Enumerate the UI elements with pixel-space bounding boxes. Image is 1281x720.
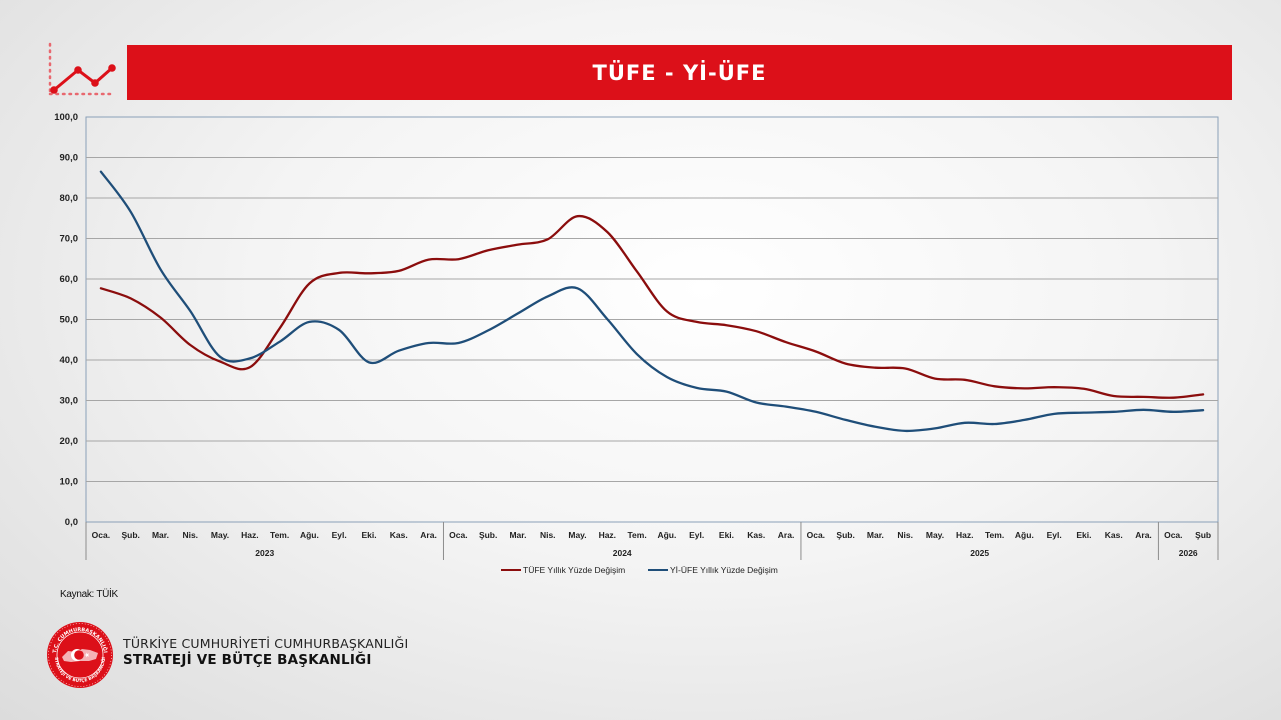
org-name-line2: STRATEJİ VE BÜTÇE BAŞKANLIĞI	[123, 652, 372, 668]
tufe-series-line	[99, 215, 1205, 399]
x-tick-label: Tem.	[985, 530, 1004, 540]
x-tick-label: Mar.	[509, 530, 526, 540]
x-tick-label: Mar.	[867, 530, 884, 540]
page-title: TÜFE - Yİ-ÜFE	[127, 45, 1232, 100]
presidency-seal-icon: T.C. CUMHURBAŞKANLIĞI STRATEJİ VE BÜTÇE …	[47, 622, 113, 688]
x-tick-label: Oca.	[807, 530, 825, 540]
x-tick-label: Ağu.	[1015, 530, 1034, 540]
source-note: Kaynak: TÜİK	[60, 589, 118, 600]
y-tick-label: 0,0	[65, 517, 78, 528]
x-tick-label: Ağu.	[657, 530, 676, 540]
y-tick-label: 30,0	[60, 396, 79, 407]
year-label: 2023	[255, 548, 274, 558]
yiufe-series-line	[99, 170, 1205, 433]
x-tick-label: Haz.	[956, 530, 973, 540]
x-tick-label: Ağu.	[300, 530, 319, 540]
y-tick-label: 40,0	[60, 355, 79, 366]
x-tick-label: Ara.	[778, 530, 795, 540]
x-tick-label: Mar.	[152, 530, 169, 540]
org-name-line1: TÜRKİYE CUMHURİYETİ CUMHURBAŞKANLIĞI	[123, 636, 409, 651]
x-tick-label: Kas.	[747, 530, 765, 540]
x-tick-label: Eyl.	[332, 530, 347, 540]
x-tick-label: Kas.	[390, 530, 408, 540]
x-tick-label: Nis.	[182, 530, 198, 540]
x-tick-label: Oca.	[92, 530, 110, 540]
legend-label: Yİ-ÜFE Yıllık Yüzde Değişim	[670, 565, 778, 575]
y-tick-label: 80,0	[60, 193, 79, 204]
line-chart-icon	[48, 42, 116, 96]
x-tick-label: Şub.	[479, 530, 497, 540]
x-tick-label: Şub	[1195, 530, 1211, 540]
x-tick-label: Ara.	[1135, 530, 1152, 540]
x-tick-label: May.	[926, 530, 944, 540]
x-tick-label: Şub.	[836, 530, 854, 540]
year-label: 2024	[613, 548, 632, 558]
y-tick-label: 100,0	[54, 112, 78, 123]
x-tick-label: Nis.	[897, 530, 913, 540]
x-tick-label: Oca.	[449, 530, 467, 540]
x-tick-label: Haz.	[599, 530, 616, 540]
y-tick-label: 70,0	[60, 234, 79, 245]
x-tick-label: Eki.	[361, 530, 376, 540]
x-tick-label: Tem.	[627, 530, 646, 540]
y-tick-label: 60,0	[60, 274, 79, 285]
x-tick-label: Eyl.	[1047, 530, 1062, 540]
x-tick-label: Eki.	[719, 530, 734, 540]
x-tick-label: Nis.	[540, 530, 556, 540]
x-tick-label: Haz.	[241, 530, 258, 540]
y-tick-label: 10,0	[60, 477, 79, 488]
x-tick-label: Tem.	[270, 530, 289, 540]
legend-label: TÜFE Yıllık Yüzde Değişim	[523, 565, 625, 575]
x-tick-label: May.	[568, 530, 586, 540]
x-tick-label: Ara.	[420, 530, 437, 540]
x-tick-label: Oca.	[1164, 530, 1182, 540]
x-tick-label: Eyl.	[689, 530, 704, 540]
y-tick-label: 90,0	[60, 153, 79, 164]
x-tick-label: May.	[211, 530, 229, 540]
y-tick-label: 50,0	[60, 315, 79, 326]
x-tick-label: Şub.	[121, 530, 139, 540]
year-label: 2026	[1179, 548, 1198, 558]
x-tick-label: Eki.	[1076, 530, 1091, 540]
year-label: 2025	[970, 548, 989, 558]
x-tick-label: Kas.	[1105, 530, 1123, 540]
y-tick-label: 20,0	[60, 436, 79, 447]
